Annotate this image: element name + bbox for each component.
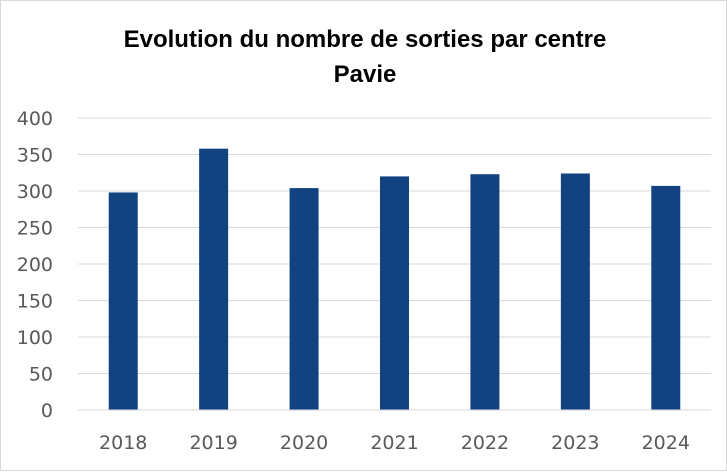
y-tick-label: 200 [17,254,53,276]
x-tick-label: 2024 [642,432,690,454]
y-tick-labels: 0 50 100 150 200 250 300 350 400 [17,108,53,422]
x-tick-labels: 2018 2019 2020 2021 2022 2023 2024 [99,432,690,454]
x-tick-label: 2018 [99,432,147,454]
x-tick-label: 2020 [280,432,328,454]
x-tick-label: 2021 [370,432,418,454]
bar [651,185,681,410]
chart-title: Evolution du nombre de sorties par centr… [124,26,607,53]
y-tick-label: 300 [17,181,53,203]
x-tick-label: 2022 [461,432,509,454]
y-tick-label: 50 [29,364,53,386]
y-tick-label: 100 [17,327,53,349]
x-tick-label: 2023 [551,432,599,454]
y-tick-label: 350 [17,145,53,167]
bar [289,188,319,410]
x-tick-label: 2019 [189,432,237,454]
bar [108,192,138,410]
bar [199,148,229,410]
y-tick-label: 400 [17,108,53,130]
bars [108,148,681,410]
y-tick-label: 0 [41,400,53,422]
bar [380,176,409,410]
y-tick-label: 250 [17,218,53,240]
bar [470,174,500,410]
chart-subtitle: Pavie [334,61,397,88]
y-tick-label: 150 [17,291,53,313]
bar [560,173,590,410]
